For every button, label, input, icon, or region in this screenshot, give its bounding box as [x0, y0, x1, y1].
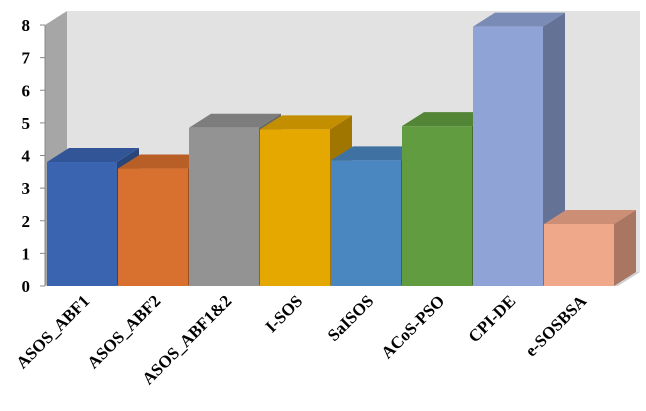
- y-tick-label: 6: [22, 81, 31, 100]
- x-tick-label: I-SOS: [261, 291, 306, 336]
- y-tick-label: 2: [22, 212, 31, 231]
- bar: [118, 168, 188, 286]
- y-tick-label: 7: [22, 49, 31, 68]
- bar-side: [614, 210, 636, 286]
- y-tick-label: 8: [22, 16, 31, 35]
- bar-top: [473, 12, 565, 27]
- x-tick-label: ASOS_ABF1: [12, 291, 93, 372]
- y-tick-label: 4: [22, 147, 31, 166]
- bar: [260, 129, 330, 286]
- bar-top: [189, 113, 281, 128]
- y-tick-label: 0: [22, 277, 31, 296]
- bar: [473, 26, 543, 286]
- bar-top: [260, 115, 352, 130]
- bar-top: [402, 112, 494, 127]
- bar-top: [544, 210, 636, 225]
- x-tick-label: e-SOSBSA: [521, 291, 590, 360]
- y-tick-label: 3: [22, 179, 31, 198]
- bar: [47, 162, 117, 286]
- bar: [331, 160, 401, 286]
- bar-top: [118, 154, 210, 169]
- x-tick-label: ACoS-PSO: [377, 291, 448, 362]
- y-tick-label: 1: [22, 244, 31, 263]
- x-tick-label: SaISOS: [324, 291, 378, 345]
- bar: [544, 224, 614, 286]
- y-tick-label: 5: [22, 114, 31, 133]
- x-tick-label: CPI-DE: [464, 291, 519, 346]
- bar: [402, 126, 472, 286]
- bar-top: [331, 146, 423, 161]
- bar: [189, 127, 259, 286]
- bar-top: [47, 148, 139, 163]
